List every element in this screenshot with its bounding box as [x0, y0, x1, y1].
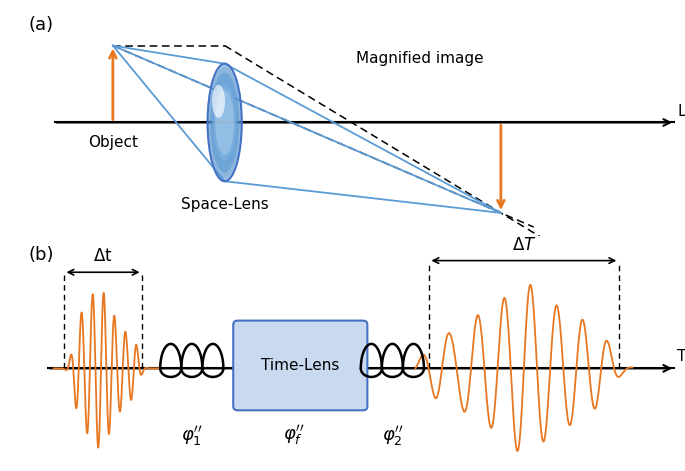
Text: Time: Time [677, 349, 685, 364]
Text: $\varphi_f''$: $\varphi_f''$ [283, 424, 304, 448]
Ellipse shape [215, 90, 234, 155]
FancyBboxPatch shape [233, 321, 367, 410]
Ellipse shape [210, 73, 239, 172]
Text: $\Delta T$: $\Delta T$ [512, 236, 536, 253]
Text: Space-Lens: Space-Lens [181, 197, 269, 212]
Text: $\Delta$t: $\Delta$t [93, 247, 113, 265]
Text: (a): (a) [29, 16, 54, 34]
Ellipse shape [208, 66, 241, 179]
Text: Object: Object [88, 135, 138, 150]
Text: (b): (b) [29, 246, 54, 264]
Ellipse shape [214, 84, 236, 161]
Ellipse shape [212, 85, 225, 118]
Ellipse shape [208, 64, 242, 181]
Text: Magnified image: Magnified image [356, 51, 484, 66]
Text: $\varphi_2''$: $\varphi_2''$ [382, 424, 403, 448]
Text: Length: Length [677, 104, 685, 119]
Text: Time-Lens: Time-Lens [261, 358, 340, 373]
Ellipse shape [212, 78, 238, 167]
Text: $\varphi_1''$: $\varphi_1''$ [181, 424, 203, 448]
